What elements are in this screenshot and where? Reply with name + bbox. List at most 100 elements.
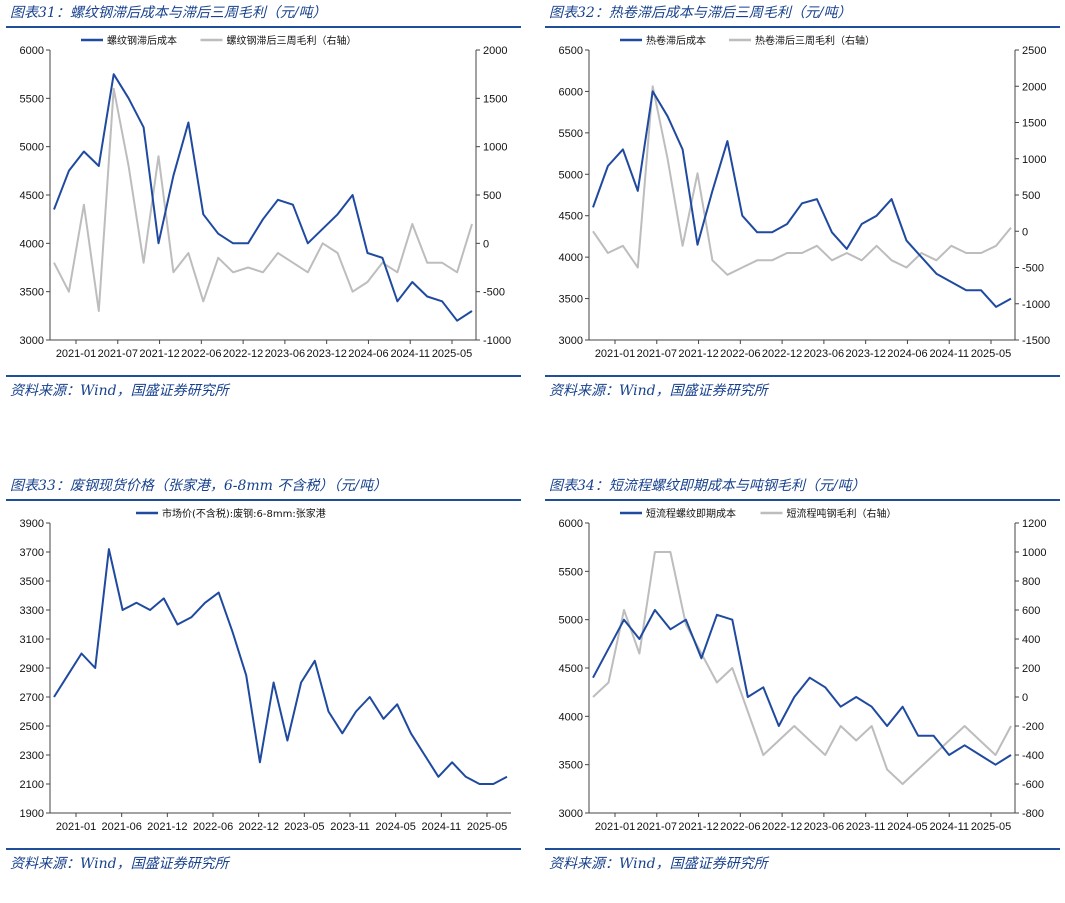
- x-tick-label: 2021-12: [139, 348, 179, 360]
- x-tick-label: 2024-11: [390, 348, 430, 360]
- y-right-tick-label: -600: [1022, 779, 1044, 791]
- x-tick-label: 2021-07: [637, 348, 677, 360]
- x-tick-label: 2024-05: [375, 821, 415, 833]
- y-left-tick-label: 5000: [559, 169, 583, 181]
- legend-label-1: 螺纹钢滞后三周毛利（右轴）: [227, 34, 357, 47]
- x-tick-label: 2021-12: [147, 821, 187, 833]
- x-tick-label: 2024-06: [348, 348, 388, 360]
- y-right-tick-label: 1500: [1022, 118, 1046, 130]
- series-line-0: [53, 548, 508, 785]
- series-line-0: [592, 609, 1012, 766]
- x-tick-label: 2024-11: [929, 348, 969, 360]
- y-left-tick-label: 3300: [20, 605, 44, 617]
- y-left-tick-label: 3900: [20, 518, 44, 530]
- legend-label-0: 短流程螺纹即期成本: [646, 507, 736, 520]
- y-right-tick-label: 500: [1022, 190, 1040, 202]
- x-tick-label: 2024-05: [887, 821, 927, 833]
- x-tick-label: 2022-06: [720, 348, 760, 360]
- legend-label-1: 短流程吨钢毛利（右轴）: [787, 507, 897, 520]
- y-left-tick-label: 3500: [20, 287, 44, 299]
- series-line-1: [592, 551, 1012, 785]
- y-right-tick-label: -500: [483, 287, 505, 299]
- x-tick-label: 2022-06: [181, 348, 221, 360]
- y-left-tick-label: 3100: [20, 634, 44, 646]
- chart34-title: 图表34：短流程螺纹即期成本与吨钢毛利（元/吨）: [549, 478, 866, 494]
- y-right-tick-label: 1000: [1022, 154, 1046, 166]
- x-tick-label: 2023-11: [330, 821, 370, 833]
- x-tick-label: 2022-12: [238, 821, 278, 833]
- panel-chart34: 图表34：短流程螺纹即期成本与吨钢毛利（元/吨） 3000 3500 4000 450…: [545, 473, 1060, 903]
- y-right-tick-label: 1200: [1022, 518, 1046, 530]
- chart31-svg: 3000 3500 4000 4500 5000 5500 6000 -1000 -500 0 50…: [20, 34, 512, 360]
- y-right-tick-label: 2500: [1022, 45, 1046, 57]
- y-right-tick-label: 1500: [483, 93, 507, 105]
- x-tick-label: 2021-01: [56, 821, 96, 833]
- chart31-title: 图表31：螺纹钢滞后成本与滞后三周毛利（元/吨）: [10, 5, 327, 21]
- series-line-1: [53, 87, 473, 312]
- x-tick-label: 2023-05: [284, 821, 324, 833]
- x-tick-label: 2021-01: [595, 348, 635, 360]
- y-left-tick-label: 2100: [20, 779, 44, 791]
- chart32-svg: 30003500400045005000550060006500-1500-10…: [559, 34, 1051, 360]
- x-tick-label: 2023-06: [804, 348, 844, 360]
- chart34-svg: 3000350040004500500055006000-800-600-400…: [559, 507, 1047, 833]
- y-right-tick-label: -400: [1022, 750, 1044, 762]
- chart33-bottom-rule: [6, 848, 521, 850]
- chart32-title: 图表32：热卷滞后成本与滞后三周毛利（元/吨）: [549, 5, 852, 21]
- chart33-top-rule: [6, 499, 521, 501]
- series-line-0: [592, 90, 1012, 308]
- panel-chart31: 图表31：螺纹钢滞后成本与滞后三周毛利（元/吨） 3000 3500 4000 450…: [6, 0, 521, 430]
- x-tick-label: 2025-05: [432, 348, 472, 360]
- x-tick-label: 2023-12: [845, 348, 885, 360]
- legend-label-1: 热卷滞后三周毛利（右轴）: [755, 34, 875, 47]
- y-left-tick-label: 4500: [20, 190, 44, 202]
- y-left-tick-label: 4000: [559, 711, 583, 723]
- x-tick-label: 2025-05: [971, 821, 1011, 833]
- y-left-tick-label: 3000: [559, 808, 583, 820]
- y-right-tick-label: 0: [1022, 226, 1028, 238]
- x-tick-label: 2025-05: [971, 348, 1011, 360]
- y-left-tick-label: 3500: [559, 760, 583, 772]
- y-right-tick-label: 1000: [1022, 547, 1046, 559]
- chart33-svg: 1900 2100 2300 2500 2700 2900 3100 3300 3500 3700…: [20, 507, 511, 833]
- y-left-tick-label: 2700: [20, 692, 44, 704]
- y-right-tick-label: 200: [1022, 663, 1040, 675]
- legend-label-0: 螺纹钢滞后成本: [107, 34, 177, 47]
- y-left-tick-label: 4500: [559, 663, 583, 675]
- x-tick-label: 2021-12: [678, 348, 718, 360]
- x-tick-label: 2025-05: [467, 821, 507, 833]
- x-tick-label: 2021-01: [595, 821, 635, 833]
- chart34-bottom-rule: [545, 848, 1060, 850]
- y-left-tick-label: 6500: [559, 45, 583, 57]
- y-left-tick-label: 5500: [20, 93, 44, 105]
- series-line-1: [592, 85, 1012, 276]
- y-right-tick-label: -800: [1022, 808, 1044, 820]
- chart31-top-rule: [6, 26, 521, 28]
- y-right-tick-label: -200: [1022, 721, 1044, 733]
- y-left-tick-label: 5000: [559, 615, 583, 627]
- x-tick-label: 2022-12: [762, 821, 802, 833]
- chart33-title: 图表33：废钢现货价格（张家港，6-8mm 不含税）（元/吨）: [10, 478, 388, 494]
- y-left-tick-label: 5000: [20, 142, 44, 154]
- y-right-tick-label: 800: [1022, 576, 1040, 588]
- x-tick-label: 2023-06: [804, 821, 844, 833]
- x-tick-label: 2022-06: [193, 821, 233, 833]
- y-right-tick-label: 400: [1022, 634, 1040, 646]
- y-left-tick-label: 2300: [20, 750, 44, 762]
- y-left-tick-label: 3000: [20, 335, 44, 347]
- legend-label-0: 市场价(不含税):废钢:6-8mm:张家港: [162, 507, 326, 520]
- chart32-bottom-rule: [545, 375, 1060, 377]
- series-line-0: [53, 73, 473, 322]
- y-left-tick-label: 2500: [20, 721, 44, 733]
- y-right-tick-label: -1000: [483, 335, 511, 347]
- y-right-tick-label: -1500: [1022, 335, 1050, 347]
- y-left-tick-label: 5500: [559, 566, 583, 578]
- chart31-source: 资料来源：Wind，国盛证券研究所: [10, 383, 229, 399]
- y-left-tick-label: 5500: [559, 128, 583, 140]
- y-right-tick-label: 1000: [483, 142, 507, 154]
- x-tick-label: 2024-11: [929, 821, 969, 833]
- y-left-tick-label: 3000: [559, 335, 583, 347]
- y-left-tick-label: 6000: [559, 86, 583, 98]
- x-tick-label: 2023-12: [306, 348, 346, 360]
- x-tick-label: 2021-06: [101, 821, 141, 833]
